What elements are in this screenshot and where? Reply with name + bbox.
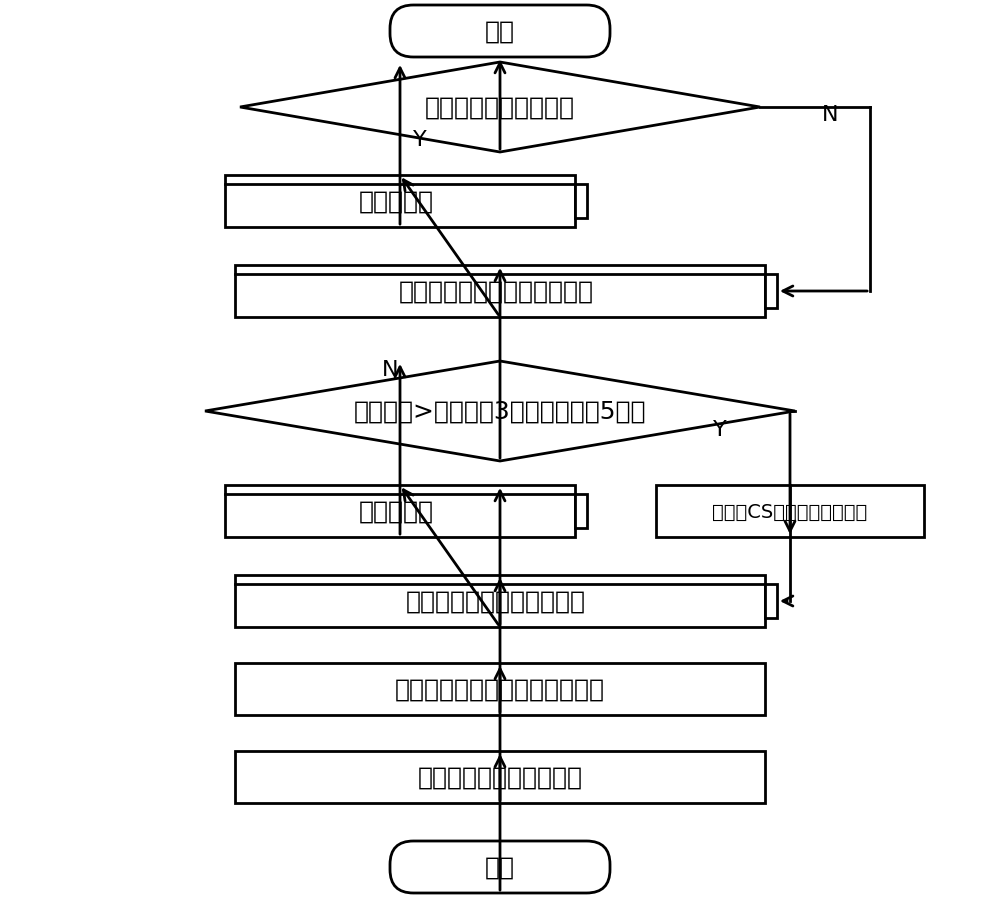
Text: 结束: 结束: [485, 20, 515, 44]
Bar: [235, 575, 765, 628]
FancyBboxPatch shape: [390, 841, 610, 893]
Text: Y: Y: [413, 130, 427, 150]
Text: 特征域扫描: 特征域扫描: [358, 499, 434, 524]
FancyBboxPatch shape: [390, 6, 610, 58]
Bar: [225, 176, 575, 228]
Bar: [575, 494, 587, 528]
Text: 初始化分块参数及测量矩阵: 初始化分块参数及测量矩阵: [406, 589, 586, 613]
Bar: [225, 485, 575, 538]
Text: 分块尺度>检测精度3倍或扫描步长5倍？: 分块尺度>检测精度3倍或扫描步长5倍？: [354, 400, 646, 424]
Bar: [765, 584, 777, 618]
Text: Y: Y: [713, 420, 727, 439]
Polygon shape: [240, 62, 760, 153]
Text: N: N: [382, 359, 398, 380]
Polygon shape: [205, 361, 795, 461]
Bar: [765, 275, 777, 309]
Text: 特征域扫描: 特征域扫描: [358, 190, 434, 214]
Text: 检测对象尺度、检测指标初始化: 检测对象尺度、检测指标初始化: [395, 677, 605, 701]
Text: 初始化特征域参数及测量矩阵: 初始化特征域参数及测量矩阵: [398, 279, 594, 303]
Text: 开始: 开始: [485, 855, 515, 879]
Bar: [235, 751, 765, 803]
Text: N: N: [822, 105, 838, 125]
Bar: [575, 185, 587, 219]
Bar: [656, 485, 924, 538]
Bar: [235, 664, 765, 715]
Bar: [235, 266, 765, 318]
Text: 无缺陷参考信号稀疏表征: 无缺陷参考信号稀疏表征: [418, 766, 582, 789]
Text: 自适应CS拓扑方向优化策略: 自适应CS拓扑方向优化策略: [712, 502, 868, 521]
Text: 所有特征域采样结束？: 所有特征域采样结束？: [425, 96, 575, 119]
